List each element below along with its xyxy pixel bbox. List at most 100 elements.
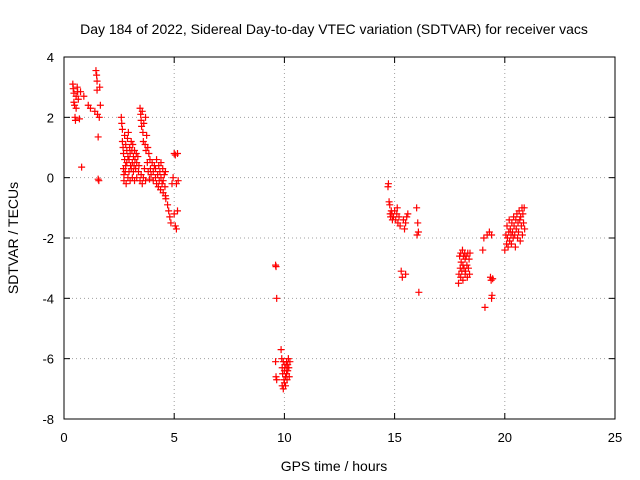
- data-point-marker: [123, 134, 131, 142]
- data-point-marker: [415, 288, 423, 296]
- data-point-marker: [516, 237, 524, 245]
- data-point-marker: [507, 240, 515, 248]
- data-point-marker: [413, 204, 421, 212]
- data-point-marker: [160, 171, 168, 179]
- data-point-marker: [479, 246, 487, 254]
- data-point-marker: [165, 207, 173, 215]
- data-point-marker: [153, 156, 161, 164]
- y-tick-label: -4: [42, 291, 54, 306]
- data-point-marker: [514, 228, 522, 236]
- data-point-marker: [120, 150, 128, 158]
- data-point-marker: [489, 275, 497, 283]
- data-point-marker: [503, 222, 511, 230]
- data-point-marker: [511, 243, 519, 251]
- data-point-marker: [167, 219, 175, 227]
- data-point-marker: [464, 264, 472, 272]
- data-point-marker: [277, 346, 285, 354]
- data-point-marker: [404, 210, 412, 218]
- data-point-marker: [518, 231, 526, 239]
- data-point-marker: [172, 225, 180, 233]
- data-point-marker: [118, 125, 126, 133]
- data-point-marker: [520, 204, 528, 212]
- data-point-marker: [487, 276, 495, 284]
- data-point-marker: [145, 150, 153, 158]
- data-point-marker: [122, 180, 130, 188]
- data-point-marker: [386, 201, 394, 209]
- data-point-marker: [414, 219, 422, 227]
- x-tick-label: 15: [387, 430, 401, 445]
- data-point-marker: [170, 210, 178, 218]
- data-point-marker: [273, 376, 281, 384]
- y-axis-label: SDTVAR / TECUs: [5, 182, 21, 294]
- data-point-marker: [480, 234, 488, 242]
- data-point-marker: [157, 159, 165, 167]
- x-tick-label: 25: [608, 430, 622, 445]
- data-point-marker: [488, 291, 496, 299]
- data-point-marker: [164, 201, 172, 209]
- data-point-marker: [272, 358, 280, 366]
- data-point-marker: [94, 175, 102, 183]
- data-point-marker: [144, 144, 152, 151]
- data-point-marker: [488, 231, 496, 239]
- data-point-marker: [71, 101, 79, 109]
- data-point-marker: [286, 358, 294, 366]
- data-point-marker: [520, 219, 528, 227]
- data-point-marker: [272, 373, 280, 381]
- data-point-marker: [140, 165, 148, 173]
- data-point-marker: [455, 279, 463, 287]
- data-point-marker: [504, 243, 512, 251]
- data-point-marker: [122, 140, 130, 148]
- data-point-marker: [395, 213, 403, 221]
- data-point-marker: [501, 246, 509, 254]
- data-point-marker: [459, 276, 467, 284]
- data-point-marker: [397, 267, 405, 275]
- data-point-marker: [516, 216, 524, 224]
- data-point-marker: [398, 273, 406, 281]
- data-point-marker: [132, 150, 140, 158]
- data-point-marker: [118, 137, 126, 145]
- data-point-marker: [77, 88, 85, 96]
- y-tick-label: 4: [47, 50, 54, 65]
- data-point-marker: [74, 95, 82, 103]
- data-point-marker: [92, 67, 100, 75]
- data-point-marker: [78, 163, 86, 171]
- data-point-marker: [143, 131, 151, 139]
- data-point-marker: [118, 119, 126, 127]
- data-point-marker: [401, 225, 409, 233]
- chart-title: Day 184 of 2022, Sidereal Day-to-day VTE…: [80, 21, 588, 37]
- data-point-marker: [134, 153, 142, 161]
- data-point-marker: [125, 156, 133, 164]
- data-point-marker: [413, 231, 421, 239]
- data-point-marker: [96, 101, 104, 109]
- data-point-marker: [519, 210, 527, 218]
- data-point-marker: [117, 113, 125, 121]
- data-point-marker: [284, 355, 292, 363]
- data-point-marker: [174, 150, 182, 158]
- data-point-marker: [71, 116, 79, 124]
- data-point-marker: [142, 113, 150, 121]
- data-point-marker: [133, 174, 141, 182]
- x-tick-label: 0: [60, 430, 67, 445]
- x-tick-label: 5: [171, 430, 178, 445]
- x-tick-label: 10: [277, 430, 291, 445]
- data-point-marker: [403, 213, 411, 221]
- y-tick-label: 2: [47, 110, 54, 125]
- data-point-marker: [174, 207, 182, 215]
- y-tick-label: -2: [42, 231, 54, 246]
- data-point-marker: [162, 195, 170, 203]
- data-point-marker: [169, 174, 177, 182]
- data-point-marker: [137, 110, 145, 118]
- data-point-marker: [284, 367, 292, 375]
- data-point-marker: [166, 213, 174, 221]
- grid-lines: [64, 57, 615, 419]
- data-point-marker: [135, 162, 143, 170]
- data-point-marker: [521, 225, 529, 233]
- axis-ticks: 0 5 10 15 20 25 -8 -6 -4 -2 0 2 4: [42, 50, 622, 445]
- data-point-marker: [161, 168, 169, 176]
- data-point-marker: [86, 104, 94, 112]
- data-point-marker: [93, 71, 101, 79]
- data-point-marker: [174, 177, 182, 185]
- data-point-marker: [396, 222, 404, 230]
- data-point-marker: [142, 177, 150, 185]
